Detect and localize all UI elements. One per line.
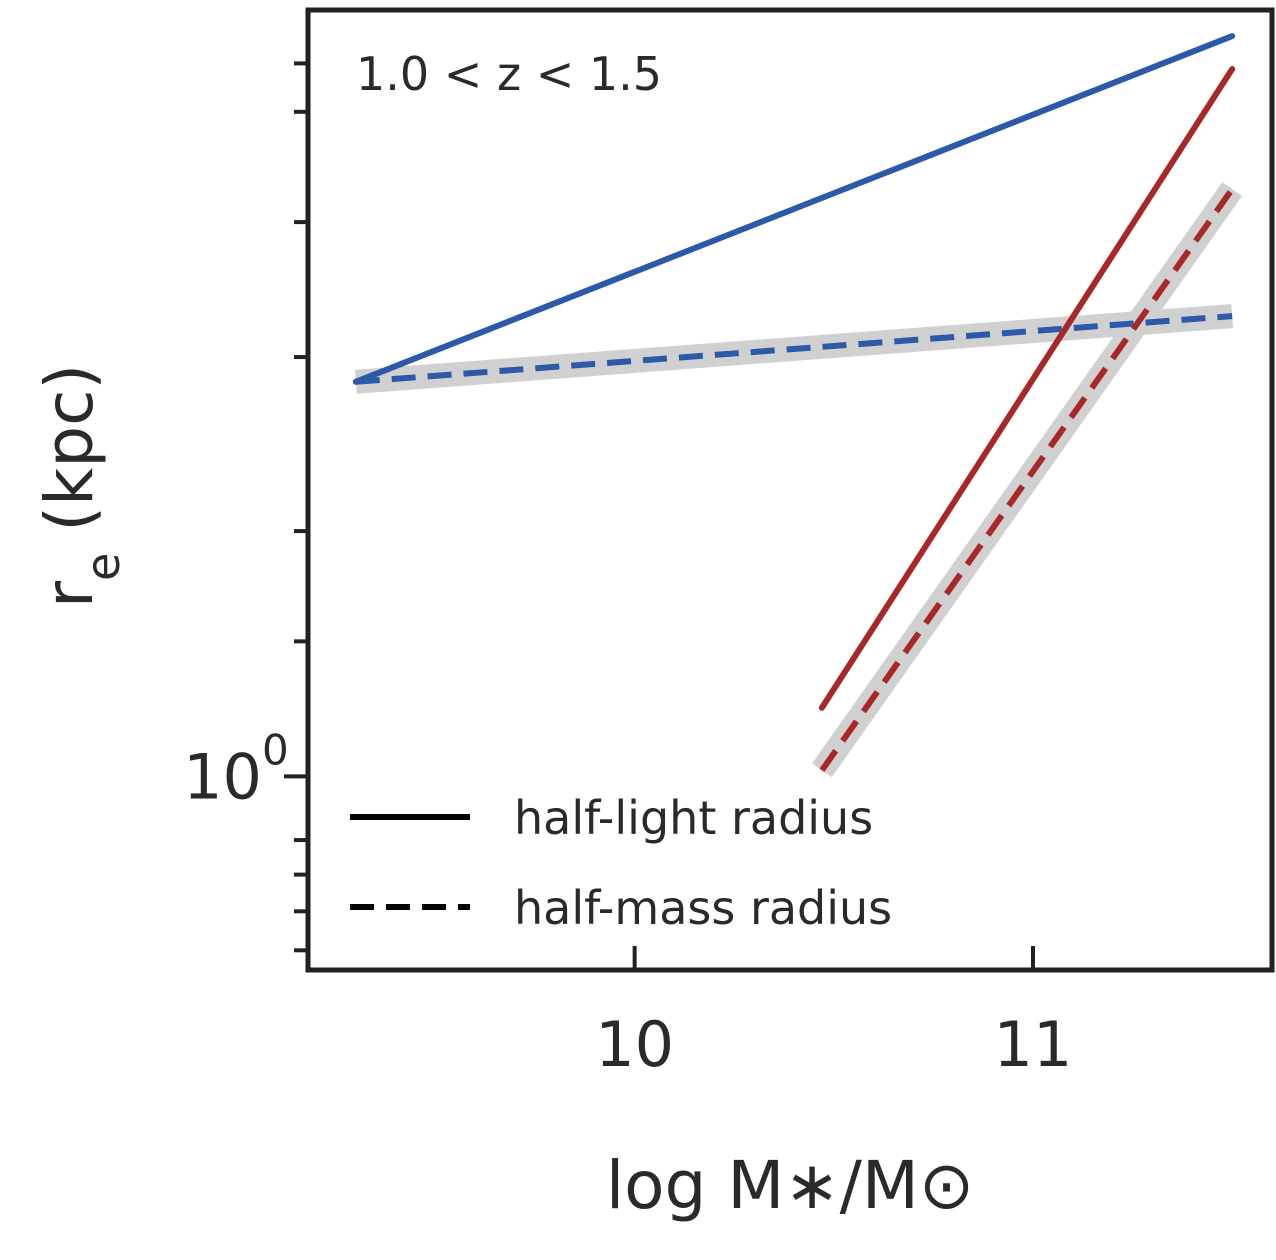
x-tick-label-1: 11 (994, 1008, 1073, 1081)
legend-label-half-mass: half-mass radius (514, 881, 892, 935)
band-3 (812, 182, 1243, 778)
redshift-annotation: 1.0 < z < 1.5 (356, 47, 662, 101)
legend: half-light radius half-mass radius (350, 791, 892, 935)
x-tick-label-0: 10 (595, 1008, 674, 1081)
series-line-0 (352, 33, 1236, 385)
series-line-2 (818, 66, 1236, 711)
y-axis-label-r: r (31, 580, 108, 608)
x-ticks: 10 11 (595, 946, 1072, 1081)
series-lines (352, 33, 1236, 773)
y-axis-label-sub: e (76, 553, 130, 581)
x-axis-label: log M∗/M⊙ (606, 1147, 974, 1224)
y-tick-label-0: 10 (183, 740, 262, 813)
y-tick-exponent-0: 0 (262, 725, 289, 774)
series-line-3 (819, 187, 1235, 773)
legend-label-half-light: half-light radius (514, 791, 873, 845)
y-ticks: 10 0 (183, 61, 308, 953)
y-axis-label-unit: (kpc) (31, 364, 108, 553)
series-line-1 (355, 313, 1233, 385)
plot-frame (305, 7, 1275, 973)
y-axis-label: re (kpc) (31, 364, 130, 608)
